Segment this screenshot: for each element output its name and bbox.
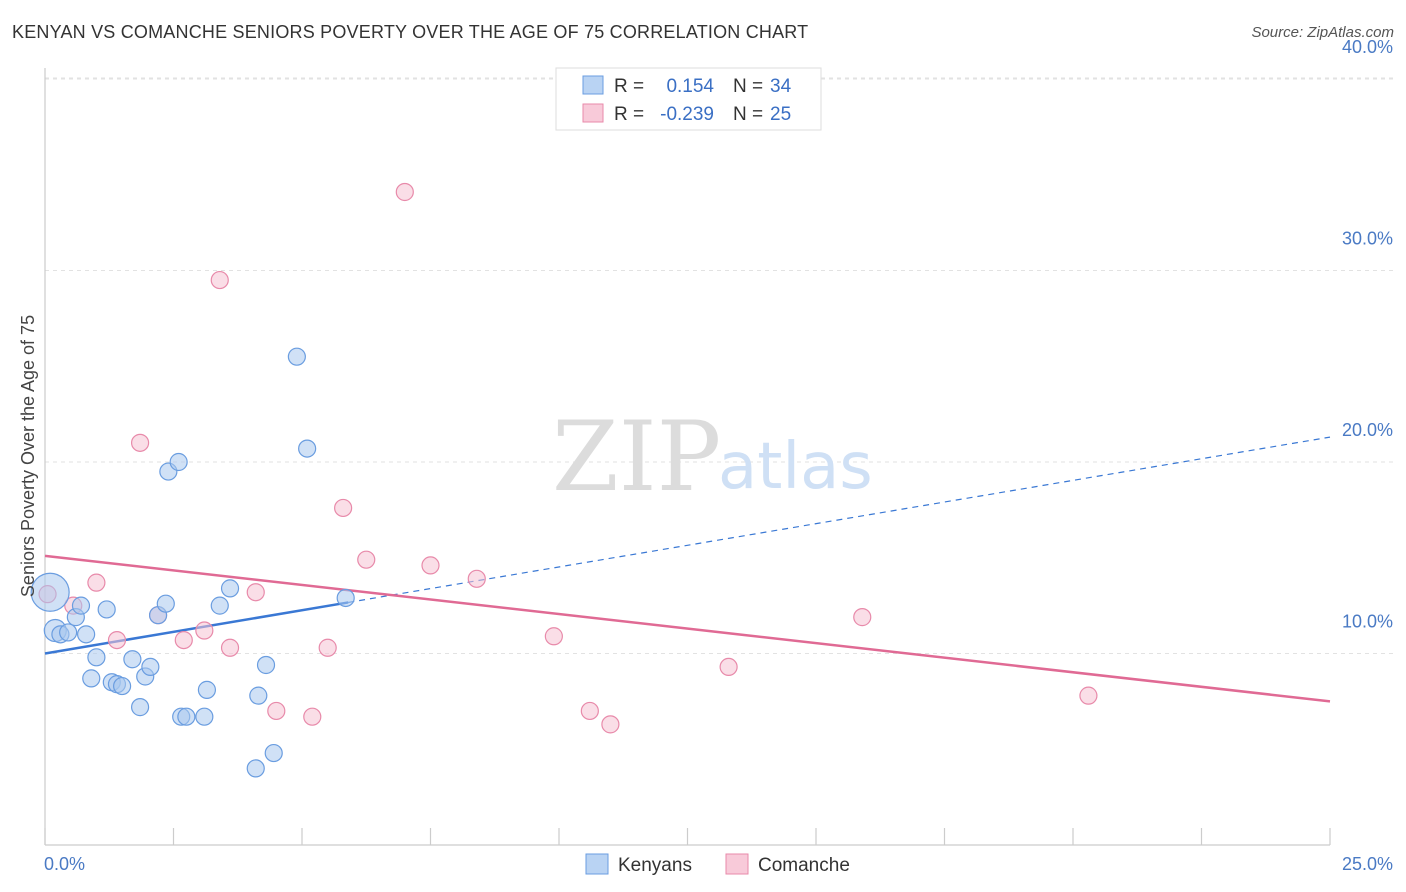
watermark-zip: ZIP	[552, 401, 721, 513]
point-comanche	[210, 270, 229, 290]
point-kenyans	[30, 572, 70, 612]
point-comanche	[334, 498, 353, 518]
point-kenyans	[220, 579, 240, 598]
bottom-legend: Kenyans Comanche	[585, 853, 850, 876]
point-comanche	[395, 182, 414, 202]
trend-line-kenyans-extension	[348, 436, 1331, 604]
y-tick-label: 20.0%	[1342, 420, 1393, 440]
legend-r-value-1: 0.154	[666, 76, 714, 97]
point-comanche	[719, 657, 738, 677]
point-comanche	[601, 715, 620, 734]
point-kenyans	[210, 596, 229, 615]
x-tick-label-max: 25.0%	[1342, 854, 1393, 874]
point-comanche	[580, 701, 599, 721]
legend-r-label-1: R =	[614, 76, 644, 97]
x-ticks	[44, 828, 1331, 845]
point-kenyans	[195, 707, 214, 726]
point-kenyans	[82, 669, 101, 688]
gridlines	[45, 77, 1393, 654]
point-comanche	[318, 638, 337, 657]
data-points	[30, 182, 1098, 778]
point-comanche	[174, 630, 193, 650]
point-kenyans	[87, 648, 106, 667]
point-kenyans	[287, 347, 306, 366]
point-kenyans	[264, 743, 283, 763]
point-kenyans	[249, 686, 268, 705]
legend-r-label-2: R =	[614, 104, 644, 125]
point-comanche	[544, 627, 563, 646]
point-kenyans	[256, 655, 276, 675]
legend-r-value-2: -0.239	[660, 104, 714, 125]
point-comanche	[130, 433, 150, 452]
point-kenyans	[177, 707, 196, 726]
legend-n-label-1: N =	[733, 76, 763, 97]
point-comanche	[246, 583, 265, 602]
y-axis-label: Seniors Poverty Over the Age of 75	[18, 315, 38, 597]
point-comanche	[195, 621, 214, 640]
point-kenyans	[336, 588, 355, 608]
point-comanche	[467, 569, 486, 588]
watermark-atlas: atlas	[718, 430, 873, 504]
point-comanche	[853, 608, 872, 627]
point-kenyans	[97, 600, 116, 619]
point-kenyans	[246, 759, 265, 778]
legend-box: R = 0.154 N = 34 R = -0.239 N = 25	[555, 67, 822, 131]
point-comanche	[87, 573, 106, 592]
point-kenyans	[112, 676, 132, 696]
source-label: Source: ZipAtlas.com	[1251, 24, 1394, 41]
bottom-legend-swatch-comanche	[725, 853, 749, 875]
y-tick-label: 10.0%	[1342, 612, 1393, 632]
point-kenyans	[71, 596, 91, 615]
point-kenyans	[77, 625, 96, 644]
legend-swatch-comanche	[582, 103, 604, 123]
y-tick-label: 30.0%	[1342, 229, 1393, 249]
point-kenyans	[123, 650, 142, 669]
point-kenyans	[156, 594, 175, 613]
watermark: ZIP atlas	[552, 401, 873, 513]
point-comanche	[267, 701, 286, 721]
point-comanche	[107, 630, 127, 650]
legend-n-label-2: N =	[733, 104, 763, 125]
legend-swatch-kenyans	[582, 75, 604, 95]
point-kenyans	[130, 698, 150, 717]
bottom-legend-swatch-kenyans	[585, 853, 609, 875]
trend-line-comanche	[44, 554, 1331, 703]
bottom-legend-label-kenyans: Kenyans	[618, 855, 692, 876]
chart-title: KENYAN VS COMANCHE SENIORS POVERTY OVER …	[12, 22, 809, 42]
legend-n-value-1: 34	[770, 76, 792, 97]
point-comanche	[220, 638, 240, 657]
point-comanche	[357, 550, 376, 569]
point-kenyans	[169, 452, 188, 472]
point-kenyans	[141, 657, 160, 677]
point-comanche	[1079, 686, 1098, 705]
y-tick-labels: 10.0% 20.0% 30.0% 40.0%	[1342, 37, 1393, 632]
point-kenyans	[197, 680, 217, 699]
legend-n-value-2: 25	[770, 104, 791, 125]
y-tick-label: 40.0%	[1342, 37, 1393, 57]
point-comanche	[421, 556, 440, 575]
point-comanche	[303, 707, 322, 726]
x-tick-label-min: 0.0%	[44, 854, 85, 874]
point-kenyans	[59, 623, 78, 642]
bottom-legend-label-comanche: Comanche	[758, 855, 850, 876]
point-kenyans	[298, 439, 317, 458]
